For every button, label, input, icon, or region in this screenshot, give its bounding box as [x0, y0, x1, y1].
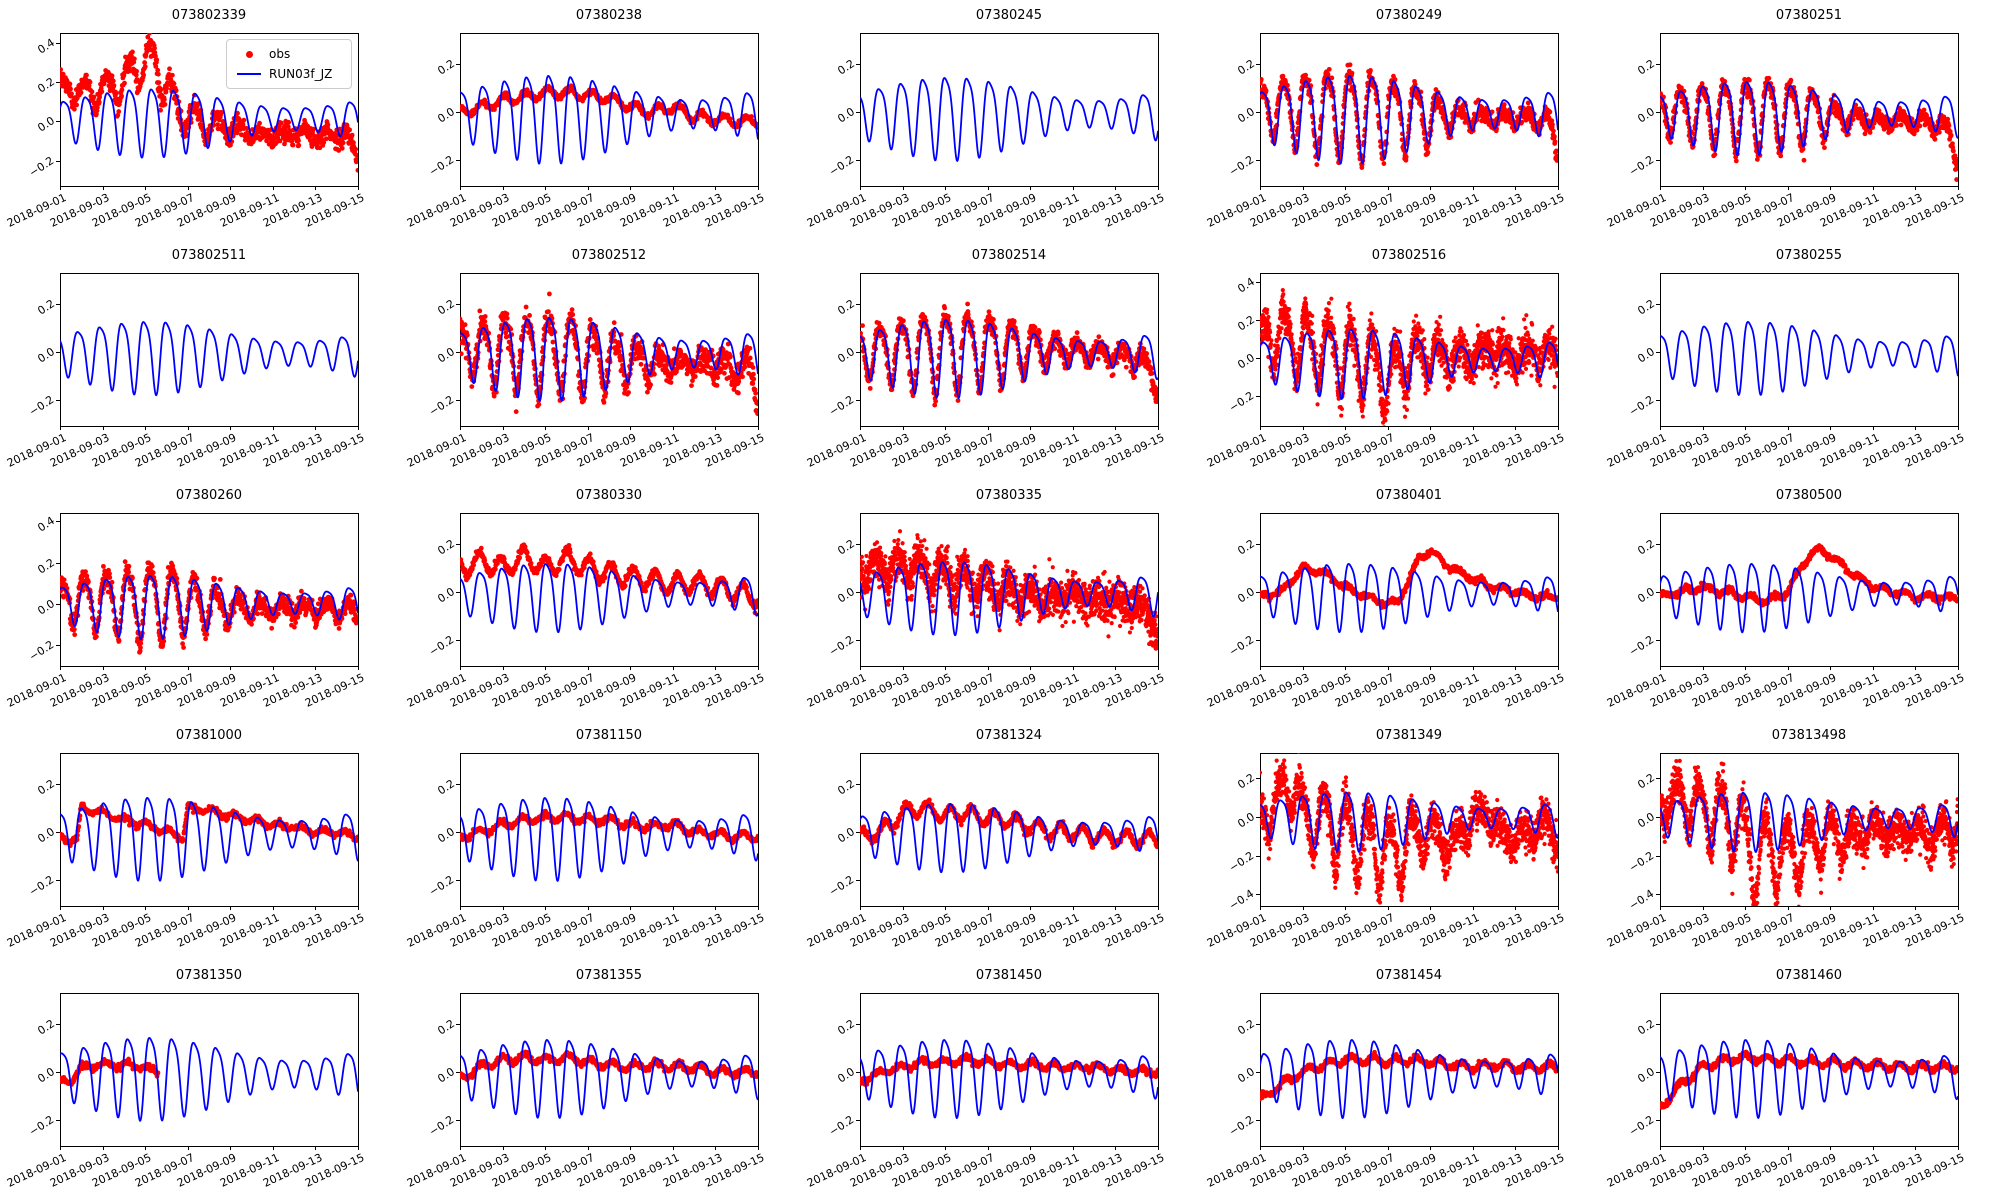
- plot-area-073802516: [1200, 240, 1600, 480]
- subplot-title: 07381349: [1375, 728, 1443, 743]
- plot-area-073802511: [0, 240, 400, 480]
- subplot-073802511: 073802511 2018-09-01 2018-09-03 2018-09-05 2…: [0, 240, 400, 480]
- subplot-title: 07380255: [1775, 248, 1843, 263]
- subplot-07381460: 07381460 2018-09-01 2018-09-03 2018-09-05 20…: [1600, 960, 2000, 1200]
- subplot-title: 07381150: [575, 728, 643, 743]
- plot-area-07381450: [800, 960, 1200, 1200]
- model-line-icon: [229, 73, 269, 75]
- obs-dot-icon: [229, 50, 269, 58]
- subplot-07380251: 07380251 2018-09-01 2018-09-03 2018-09-05 20…: [1600, 0, 2000, 240]
- subplot-07381150: 07381150 2018-09-01 2018-09-03 2018-09-05 20…: [400, 720, 800, 960]
- subplot-07381349: 07381349 2018-09-01 2018-09-03 2018-09-05 20…: [1200, 720, 1600, 960]
- plot-area-073813498: [1600, 720, 2000, 960]
- plot-area-07380255: [1600, 240, 2000, 480]
- blue-line-marker: [237, 73, 261, 75]
- subplot-073813498: 073813498 2018-09-01 2018-09-03 2018-09-05 2…: [1600, 720, 2000, 960]
- plot-area-07380249: [1200, 0, 1600, 240]
- plot-area-07380401: [1200, 480, 1600, 720]
- subplot-title: 073802512: [571, 248, 647, 263]
- plot-area-07380500: [1600, 480, 2000, 720]
- subplot-07381000: 07381000 2018-09-01 2018-09-03 2018-09-05 20…: [0, 720, 400, 960]
- subplot-07381454: 07381454 2018-09-01 2018-09-03 2018-09-05 20…: [1200, 960, 1600, 1200]
- subplot-title: 073802339: [171, 8, 247, 23]
- subplot-07380260: 07380260 2018-09-01 2018-09-03 2018-09-05 20…: [0, 480, 400, 720]
- plot-area-07381000: [0, 720, 400, 960]
- subplot-07380401: 07380401 2018-09-01 2018-09-03 2018-09-05 20…: [1200, 480, 1600, 720]
- legend-label: RUN03f_JZ: [269, 67, 333, 81]
- subplot-073802514: 073802514 2018-09-01 2018-09-03 2018-09-05 2…: [800, 240, 1200, 480]
- subplot-07381350: 07381350 2018-09-01 2018-09-03 2018-09-05 20…: [0, 960, 400, 1200]
- subplot-07380238: 07380238 2018-09-01 2018-09-03 2018-09-05 20…: [400, 0, 800, 240]
- legend: obs RUN03f_JZ: [226, 39, 352, 89]
- subplot-title: 07381000: [175, 728, 243, 743]
- subplot-title: 07381324: [975, 728, 1043, 743]
- subplot-title: 073802511: [171, 248, 247, 263]
- subplot-title: 073813498: [1771, 728, 1847, 743]
- legend-label: obs: [269, 47, 291, 61]
- subplot-07380249: 07380249 2018-09-01 2018-09-03 2018-09-05 20…: [1200, 0, 1600, 240]
- subplot-07380245: 07380245 2018-09-01 2018-09-03 2018-09-05 20…: [800, 0, 1200, 240]
- plot-area-07381150: [400, 720, 800, 960]
- legend-entry-obs: obs: [229, 44, 345, 64]
- plot-area-073802514: [800, 240, 1200, 480]
- plot-area-07380260: [0, 480, 400, 720]
- subplot-07380255: 07380255 2018-09-01 2018-09-03 2018-09-05 20…: [1600, 240, 2000, 480]
- plot-area-07381324: [800, 720, 1200, 960]
- plot-area-07380245: [800, 0, 1200, 240]
- subplot-07380330: 07380330 2018-09-01 2018-09-03 2018-09-05 20…: [400, 480, 800, 720]
- subplot-title: 07380330: [575, 488, 643, 503]
- subplot-title: 07381355: [575, 968, 643, 983]
- subplot-073802512: 073802512 2018-09-01 2018-09-03 2018-09-05 2…: [400, 240, 800, 480]
- subplot-title: 07381460: [1775, 968, 1843, 983]
- subplot-07381450: 07381450 2018-09-01 2018-09-03 2018-09-05 20…: [800, 960, 1200, 1200]
- subplot-073802516: 073802516 2018-09-01 2018-09-03 2018-09-05 2…: [1200, 240, 1600, 480]
- subplot-title: 07380251: [1775, 8, 1843, 23]
- subplot-07381355: 07381355 2018-09-01 2018-09-03 2018-09-05 20…: [400, 960, 800, 1200]
- subplot-title: 07381454: [1375, 968, 1443, 983]
- subplot-title: 07380335: [975, 488, 1043, 503]
- subplot-07380500: 07380500 2018-09-01 2018-09-03 2018-09-05 20…: [1600, 480, 2000, 720]
- plot-area-07381350: [0, 960, 400, 1200]
- plot-area-07380335: [800, 480, 1200, 720]
- subplot-title: 07380249: [1375, 8, 1443, 23]
- subplot-073802339: 073802339 2018-09-01 2018-09-03 2018-09-05 2…: [0, 0, 400, 240]
- red-dot-marker: [245, 50, 253, 58]
- subplot-title: 07380238: [575, 8, 643, 23]
- plot-area-07381460: [1600, 960, 2000, 1200]
- plot-area-07380251: [1600, 0, 2000, 240]
- subplot-title: 073802516: [1371, 248, 1447, 263]
- legend-entry-RUN03f_JZ: RUN03f_JZ: [229, 64, 345, 84]
- plot-area-07380330: [400, 480, 800, 720]
- subplot-title: 07381450: [975, 968, 1043, 983]
- plot-area-07381349: [1200, 720, 1600, 960]
- subplot-title: 073802514: [971, 248, 1047, 263]
- subplot-07380335: 07380335 2018-09-01 2018-09-03 2018-09-05 20…: [800, 480, 1200, 720]
- subplot-07381324: 07381324 2018-09-01 2018-09-03 2018-09-05 20…: [800, 720, 1200, 960]
- plot-area-07381454: [1200, 960, 1600, 1200]
- plot-area-07381355: [400, 960, 800, 1200]
- plot-area-073802512: [400, 240, 800, 480]
- subplot-title: 07380401: [1375, 488, 1443, 503]
- subplot-title: 07380260: [175, 488, 243, 503]
- subplot-title: 07380500: [1775, 488, 1843, 503]
- plot-area-07380238: [400, 0, 800, 240]
- subplot-title: 07380245: [975, 8, 1043, 23]
- subplot-title: 07381350: [175, 968, 243, 983]
